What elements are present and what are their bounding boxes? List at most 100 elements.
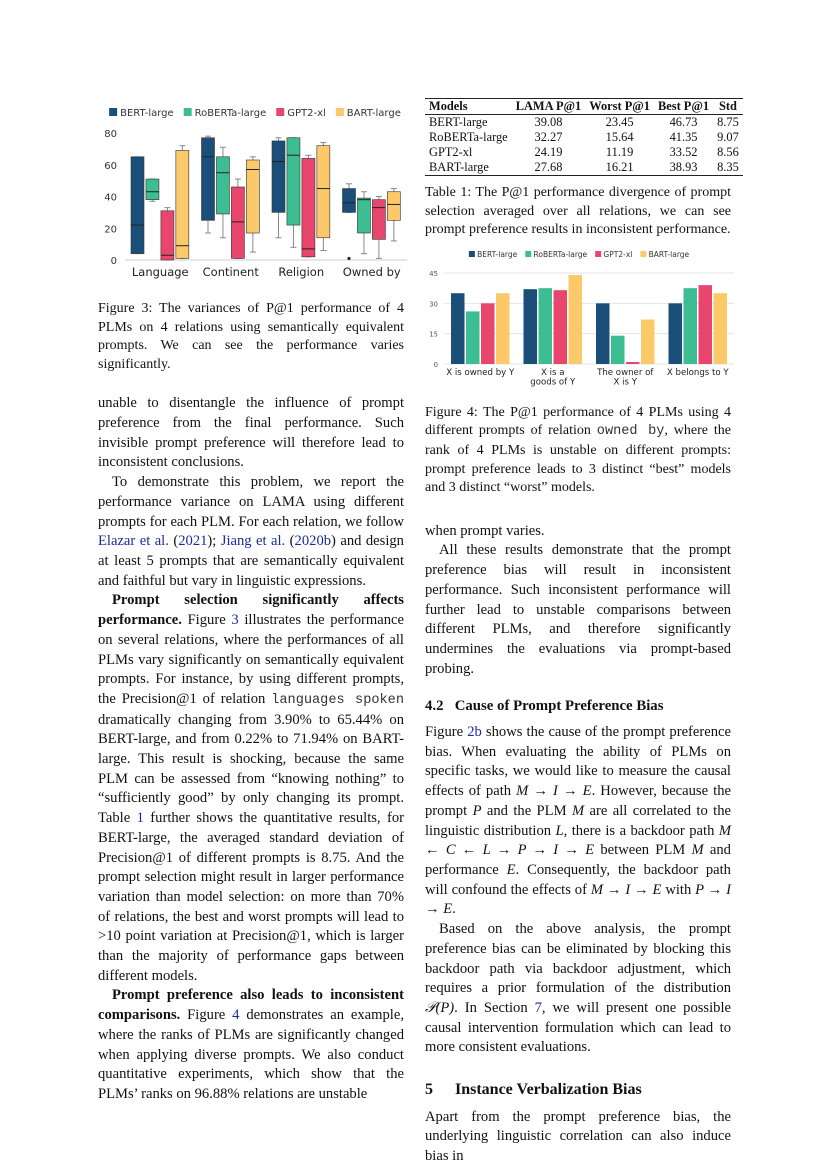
bar-BART-large	[641, 319, 655, 364]
text-run: . Consequently, the backdoor path will c…	[425, 862, 731, 898]
paragraph: Based on the above analysis, the prompt …	[425, 920, 731, 1058]
box-BERT-large	[130, 156, 145, 254]
math-expression: M → I → E	[590, 881, 662, 898]
text-run: and performance	[425, 842, 731, 878]
section-heading-4-2: 4.2 Cause of Prompt Preference Bias	[425, 697, 731, 717]
legend-swatch	[468, 250, 475, 257]
box-RoBERTa-large	[357, 197, 371, 234]
legend-swatch	[595, 250, 602, 257]
y-tick-label: 45	[429, 270, 438, 278]
bar-BERT-large	[523, 288, 537, 364]
table-cell: 11.19	[605, 145, 634, 159]
math-expression: 𝒫(P)	[425, 999, 455, 1016]
left-column: BERT-large RoBERTa-large GPT2-xl BART-large…	[98, 100, 407, 1105]
text-run: shows the cause of the prompt preference…	[425, 724, 731, 800]
text-run: . However, because the prompt	[425, 783, 731, 819]
box-BERT-large	[271, 140, 286, 213]
text-run: between PLM	[594, 842, 692, 859]
section-number: 5	[425, 1081, 433, 1099]
left-column-body: unable to disentangle the influence of p…	[98, 394, 404, 1104]
box-BART-large	[175, 150, 190, 259]
citation-link[interactable]: 7	[534, 999, 542, 1016]
legend-label: BART-large	[347, 108, 401, 119]
bar-BERT-large	[451, 293, 465, 364]
box-GPT2-xl	[231, 186, 245, 259]
section-number: 4.2	[425, 698, 444, 715]
citation-link[interactable]: 2021	[178, 533, 208, 550]
paragraph: To demonstrate this problem, we report t…	[98, 473, 404, 591]
legend-swatch	[335, 108, 344, 116]
y-tick-label: 40	[104, 193, 117, 204]
figure-4-bar-chart: BERT-large RoBERTa-large GPT2-xl BART-large…	[429, 250, 734, 387]
x-tick-label: Owned by	[343, 265, 401, 279]
code-term: languages spoken	[271, 692, 404, 708]
bar-RoBERTa-large	[611, 335, 625, 364]
y-tick-label: 60	[104, 161, 117, 172]
table-row: GPT2-xl 24.19 11.19 33.52 8.56	[425, 145, 743, 160]
text-run: when prompt varies.	[425, 522, 545, 539]
legend-label: RoBERTa-large	[534, 250, 588, 259]
section-title: Cause of Prompt Preference Bias	[454, 698, 664, 715]
column-header: Best P@1	[658, 99, 710, 113]
right-column: Models LAMA P@1 Worst P@1 Best P@1 Std BERT-…	[425, 98, 743, 1167]
text-run: );	[207, 533, 221, 550]
right-column-body: when prompt varies. All these results de…	[425, 522, 731, 1167]
y-tick-label: 30	[429, 300, 438, 308]
text-run: , there is a backdoor path	[563, 822, 719, 839]
paragraph: when prompt varies.	[425, 522, 731, 542]
outlier-point	[347, 256, 351, 261]
text-run: Figure	[425, 724, 468, 741]
bar-GPT2-xl	[698, 284, 712, 364]
text-run: , we will present one possible causal in…	[425, 999, 731, 1056]
x-tick-label: X is a goods of Y	[530, 368, 576, 387]
box-GPT2-xl	[372, 199, 386, 240]
box-BERT-large	[342, 188, 356, 213]
text-run: , where the rank of 4 PLMs is unstable o…	[425, 423, 731, 496]
text-run: further shows the quantitative results, …	[98, 810, 404, 984]
text-run: Figure	[181, 612, 232, 629]
legend-label: GPT2-xl	[287, 108, 326, 119]
y-tick-label: 80	[104, 129, 117, 140]
text-run: and the PLM	[481, 802, 572, 819]
citation-link[interactable]: 2020b	[294, 533, 332, 550]
text-run: Based on the above analysis, the prompt …	[425, 921, 731, 997]
citation-link[interactable]: 4	[232, 1007, 240, 1024]
citation-link[interactable]: 2b	[467, 724, 482, 741]
legend-swatch	[640, 250, 647, 257]
text-run: unable to disentangle the influence of p…	[98, 395, 404, 471]
legend-swatch	[276, 108, 285, 116]
citation-link[interactable]: 1	[136, 810, 144, 827]
citation-link[interactable]: Jiang et al.	[220, 533, 286, 550]
figure-3-caption: Figure 3: The variances of P@1 performan…	[98, 301, 404, 372]
paragraph: Prompt preference also leads to inconsis…	[98, 986, 404, 1104]
x-tick-label: Language	[132, 265, 189, 279]
citation-link[interactable]: 3	[231, 612, 239, 629]
text-run: . In Section	[454, 999, 535, 1016]
table-cell: 8.35	[717, 160, 739, 174]
box-RoBERTa-large	[145, 178, 160, 200]
bold-run-in-heading: Prompt preference also leads to inconsis…	[98, 987, 404, 1024]
x-tick-label: Continent	[203, 265, 260, 279]
table-cell: 24.19	[534, 145, 563, 159]
bar-GPT2-xl	[481, 303, 495, 364]
box-GPT2-xl	[301, 158, 316, 258]
math-expression: M	[691, 842, 704, 859]
legend-label: BART-large	[649, 250, 690, 259]
bar-RoBERTa-large	[466, 311, 480, 364]
legend: BERT-large RoBERTa-large GPT2-xl BART-large	[109, 108, 401, 119]
section-heading-5: 5 Instance Verbalization Bias	[425, 1080, 731, 1100]
box-BART-large	[387, 191, 401, 221]
table-cell: 32.27	[534, 130, 563, 144]
bold-run-in-heading: Prompt selection significantly affects p…	[98, 592, 404, 629]
table-cell: 15.64	[605, 130, 634, 144]
table-cell: 16.21	[605, 160, 634, 174]
table-cell: 27.68	[534, 160, 563, 174]
column-header: Models	[429, 99, 468, 113]
math-expression: M	[571, 802, 585, 819]
bar-RoBERTa-large	[538, 287, 552, 364]
x-tick-label: X belongs to Y	[667, 368, 729, 378]
text-run: dramatically changing from 3.90% to 65.4…	[98, 711, 404, 827]
column-header: Worst P@1	[589, 99, 650, 113]
table-cell: 8.56	[717, 145, 739, 159]
citation-link[interactable]: Elazar et al.	[98, 533, 169, 550]
